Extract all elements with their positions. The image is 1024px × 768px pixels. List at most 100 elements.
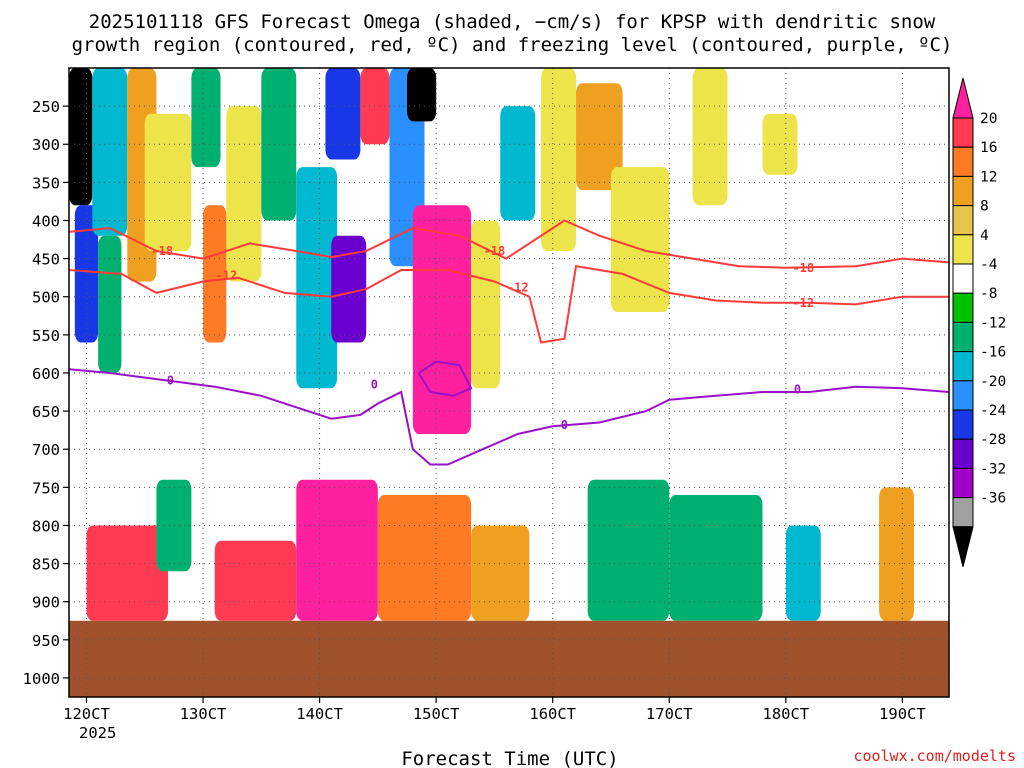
dgz-contour-label: -18 bbox=[484, 244, 506, 258]
colorbar-segment bbox=[952, 321, 974, 353]
contour-lines: -18 -18 -18 -12 -12 -12 0 0 0 0 bbox=[69, 219, 949, 466]
colorbar-label: 12 bbox=[980, 169, 997, 185]
omega-cell bbox=[407, 68, 437, 122]
omega-cell bbox=[156, 479, 192, 572]
dgz-contour-label: -12 bbox=[507, 281, 529, 295]
x-axis-label: Forecast Time (UTC) bbox=[401, 748, 618, 768]
colorbar-segment bbox=[952, 351, 974, 382]
omega-shading bbox=[69, 68, 915, 621]
colorbar-segment bbox=[952, 409, 974, 440]
credit-text: coolwx.com/modelts bbox=[853, 747, 1016, 765]
colorbar-segment bbox=[952, 467, 974, 499]
y-tick-label: 600 bbox=[32, 365, 60, 383]
omega-cell bbox=[191, 68, 221, 168]
chart-title-line1: 2025101118 GFS Forecast Omega (shaded, −… bbox=[89, 11, 936, 33]
y-tick-label: 900 bbox=[32, 594, 60, 612]
omega-cell bbox=[412, 205, 472, 434]
x-tick-label: 160CT bbox=[529, 705, 576, 723]
colorbar: 20 16 12 8 4 -4 -8 -12 -16 -20 -24 -28 -32 -36 bbox=[952, 77, 1006, 567]
dgz-contour-line bbox=[69, 265, 949, 344]
omega-cell bbox=[203, 205, 227, 343]
omega-cell bbox=[86, 525, 169, 621]
colorbar-bottom-arrow bbox=[952, 526, 974, 567]
y-tick-label: 700 bbox=[32, 441, 60, 459]
x-tick-label: 180CT bbox=[762, 705, 809, 723]
omega-cell bbox=[500, 106, 536, 221]
x-tick-label: 150CT bbox=[413, 705, 460, 723]
dgz-contour-label: -12 bbox=[216, 268, 238, 282]
x-tick-label: 120CT bbox=[63, 705, 110, 723]
colorbar-segment bbox=[952, 263, 974, 294]
freezing-level-label: 0 bbox=[371, 377, 378, 391]
freezing-level-loop bbox=[417, 360, 473, 397]
omega-cell bbox=[214, 540, 297, 621]
omega-cell bbox=[144, 113, 192, 251]
colorbar-label: -24 bbox=[980, 403, 1006, 419]
x-tick-label: 170CT bbox=[646, 705, 693, 723]
colorbar-top-arrow bbox=[952, 77, 974, 119]
x-tick-label: 130CT bbox=[180, 705, 227, 723]
omega-cell bbox=[471, 220, 501, 389]
omega-cell bbox=[325, 68, 361, 160]
y-tick-label: 650 bbox=[32, 403, 60, 421]
y-tick-label: 950 bbox=[32, 632, 60, 650]
omega-cell bbox=[785, 525, 821, 621]
freezing-level-line bbox=[69, 368, 949, 466]
colorbar-segment bbox=[952, 146, 974, 177]
y-tick-label: 450 bbox=[32, 251, 60, 269]
y-tick-label: 400 bbox=[32, 212, 60, 230]
colorbar-segment bbox=[952, 175, 974, 207]
omega-cell bbox=[879, 487, 915, 621]
omega-cell bbox=[69, 68, 93, 206]
dgz-contour-line bbox=[69, 219, 949, 269]
y-tick-label: 350 bbox=[32, 174, 60, 192]
y-tick-label: 800 bbox=[32, 517, 60, 535]
colorbar-label: -28 bbox=[980, 432, 1006, 448]
omega-cell bbox=[92, 68, 128, 236]
colorbar-segment bbox=[952, 438, 974, 469]
colorbar-label: 20 bbox=[980, 111, 997, 127]
colorbar-label: 16 bbox=[980, 140, 997, 156]
colorbar-segment bbox=[952, 380, 974, 411]
omega-cell bbox=[98, 235, 122, 373]
colorbar-label: -4 bbox=[980, 257, 998, 273]
y-tick-label: 850 bbox=[32, 556, 60, 574]
colorbar-label: -32 bbox=[980, 461, 1006, 477]
freezing-level-label: 0 bbox=[561, 418, 568, 432]
colorbar-label: 8 bbox=[980, 199, 989, 215]
ground-layer bbox=[69, 620, 949, 697]
y-axis: 250 300 350 400 450 500 550 600 650 700 750 800 850 9… bbox=[23, 98, 69, 688]
colorbar-label: -8 bbox=[980, 286, 997, 302]
freezing-level-label: 0 bbox=[794, 383, 801, 397]
chart-title-line2: growth region (contoured, red, ºC) and f… bbox=[72, 34, 953, 56]
x-tick-label: 190CT bbox=[879, 705, 926, 723]
omega-cell bbox=[587, 479, 670, 621]
omega-cell bbox=[296, 479, 378, 621]
x-axis: 120CT 130CT 140CT 150CT 160CT 170CT 180CT 190CT bbox=[63, 697, 926, 723]
colorbar-label: -16 bbox=[980, 345, 1006, 361]
freezing-level-label: 0 bbox=[167, 374, 174, 388]
y-tick-label: 1000 bbox=[23, 670, 60, 688]
omega-cell bbox=[377, 494, 472, 621]
plot-frame bbox=[68, 67, 950, 698]
colorbar-segment bbox=[952, 234, 974, 265]
omega-cell bbox=[541, 68, 577, 251]
colorbar-segment bbox=[952, 117, 974, 148]
omega-cell bbox=[331, 235, 367, 343]
omega-cell bbox=[692, 68, 728, 206]
colorbar-segment bbox=[952, 497, 974, 528]
x-axis-year: 2025 bbox=[79, 724, 116, 742]
colorbar-label: -36 bbox=[980, 491, 1006, 507]
dgz-contour-label: -18 bbox=[792, 261, 814, 275]
omega-cell bbox=[261, 68, 297, 221]
colorbar-label: -20 bbox=[980, 374, 1006, 390]
y-tick-label: 300 bbox=[32, 136, 60, 154]
colorbar-segment bbox=[952, 292, 974, 323]
x-tick-label: 140CT bbox=[296, 705, 343, 723]
ground-fill bbox=[69, 620, 949, 697]
grid-lines bbox=[69, 68, 949, 697]
y-tick-label: 550 bbox=[32, 327, 60, 345]
y-tick-label: 500 bbox=[32, 289, 60, 307]
colorbar-label: 4 bbox=[980, 228, 989, 244]
